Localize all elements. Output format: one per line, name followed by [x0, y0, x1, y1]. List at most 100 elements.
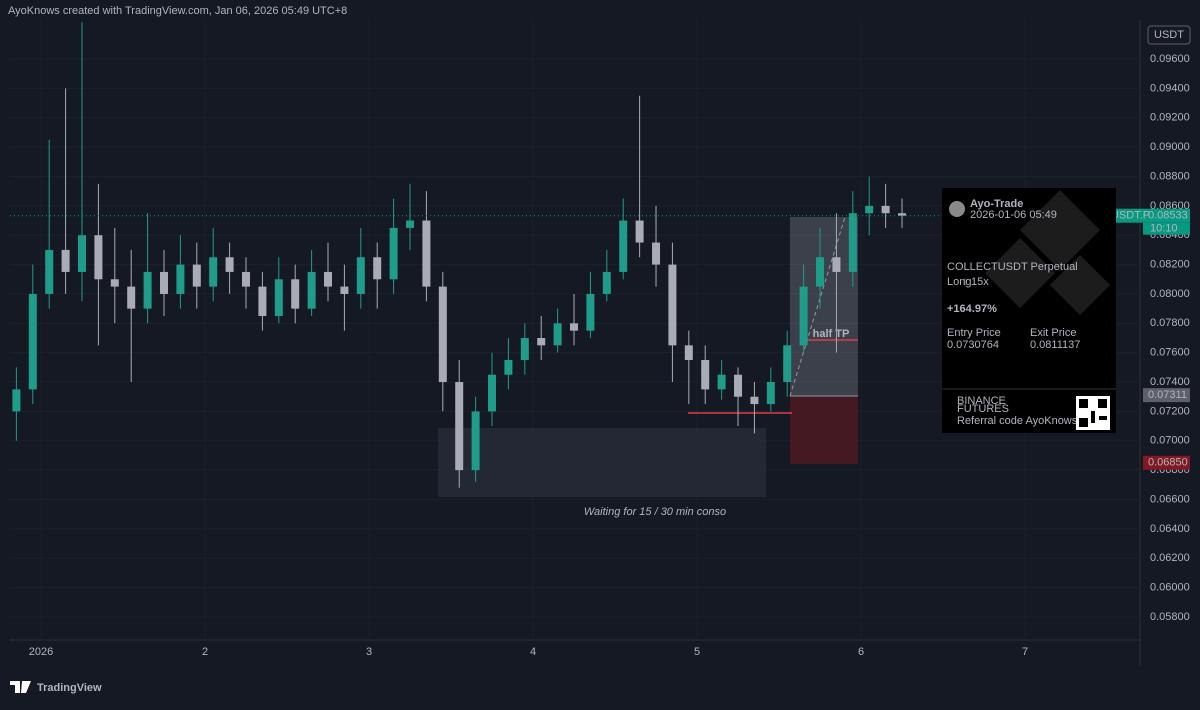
- x-tick-label: 3: [366, 646, 372, 658]
- candle-body: [438, 286, 447, 383]
- avatar: [949, 201, 965, 217]
- price-label: 0.06850: [1148, 457, 1188, 469]
- x-tick-label: 2: [202, 646, 208, 658]
- candle-body: [324, 271, 333, 287]
- card-logo-shape: [985, 238, 1055, 308]
- candle-body: [832, 257, 841, 272]
- card-brand-top: BINANCE: [957, 395, 1006, 407]
- pnl-card: Ayo-Trade 2026-01-06 05:49 COLLECTUSDT P…: [942, 188, 1116, 433]
- candle-body: [28, 293, 37, 390]
- price-label: 0.07311: [1148, 389, 1187, 401]
- candle-body: [373, 257, 382, 280]
- candle-body: [619, 220, 628, 272]
- currency-button[interactable]: [1147, 25, 1191, 45]
- card-time: 2026-01-06 05:49: [970, 209, 1057, 221]
- symbol-tag-bg: [1108, 208, 1143, 223]
- y-tick-label: 0.09600: [1150, 53, 1190, 65]
- candle-body: [570, 323, 579, 331]
- candle-body: [783, 345, 792, 383]
- candle-body: [471, 411, 480, 471]
- candle-body: [898, 213, 907, 216]
- card-symbol: COLLECTUSDT Perpetual: [947, 261, 1078, 273]
- candle-body: [160, 271, 169, 294]
- qr-finder: [1079, 399, 1088, 408]
- candle-body: [61, 249, 70, 272]
- y-tick-label: 0.06000: [1150, 581, 1190, 593]
- candle-body: [488, 374, 497, 412]
- candle-body: [586, 293, 595, 331]
- card-logo-shape: [1020, 190, 1100, 270]
- y-tick-label: 0.07400: [1150, 376, 1190, 388]
- candle-body: [258, 286, 267, 316]
- candle-body: [455, 382, 464, 471]
- y-tick-label: 0.08800: [1150, 170, 1190, 182]
- card-leverage: 15x: [971, 276, 989, 288]
- trade-path: [789, 216, 846, 397]
- candle-body: [553, 323, 562, 346]
- candle-body: [143, 271, 152, 309]
- y-tick-label: 0.09400: [1150, 82, 1190, 94]
- candle-body: [356, 257, 365, 294]
- candle-body: [668, 264, 677, 346]
- y-tick-label: 0.06600: [1150, 493, 1190, 505]
- candle-body: [176, 264, 185, 294]
- candle-body: [750, 396, 759, 405]
- candle-body: [45, 249, 54, 294]
- qr-finder: [1079, 418, 1088, 427]
- card-logo-shape: [1050, 255, 1110, 315]
- loss-zone: [790, 396, 858, 464]
- y-tick-label: 0.09000: [1150, 141, 1190, 153]
- candle-body: [94, 235, 103, 280]
- candle-body: [192, 264, 201, 287]
- annotation: half TP: [813, 328, 850, 340]
- countdown-bg: [1143, 222, 1190, 235]
- candle-body: [652, 242, 661, 265]
- price-label-bg: [1143, 208, 1190, 223]
- logo-text[interactable]: TradingView: [37, 682, 102, 694]
- logo-mark: [10, 681, 31, 693]
- candle-body: [848, 213, 857, 272]
- annotation: Waiting for 15 / 30 min conso: [584, 506, 726, 518]
- plot-area: [12, 22, 907, 488]
- y-tick-label: 0.06200: [1150, 552, 1190, 564]
- candle-body: [77, 235, 86, 272]
- y-tick-label: 0.07800: [1150, 317, 1190, 329]
- x-tick-label: 4: [530, 646, 536, 658]
- candle-body: [504, 360, 513, 375]
- y-tick-label: 0.08000: [1150, 288, 1190, 300]
- candle-body: [865, 205, 874, 214]
- x-tick-label: 5: [694, 646, 700, 658]
- price-label-bg: [1143, 388, 1190, 403]
- x-tick-label: 2026: [29, 646, 53, 658]
- candle-body: [816, 257, 825, 287]
- header-caption: AyoKnows created with TradingView.com, J…: [8, 5, 347, 17]
- y-tick-label: 0.06400: [1150, 523, 1190, 535]
- candle-body: [881, 205, 890, 214]
- y-tick-label: 0.07000: [1150, 435, 1190, 447]
- card-entry-label: Entry Price: [947, 327, 1001, 339]
- candle-body: [389, 227, 398, 280]
- countdown: 10:10: [1150, 223, 1178, 235]
- candle-body: [274, 279, 283, 316]
- y-tick-label: 0.09200: [1150, 112, 1190, 124]
- y-tick-label: 0.08200: [1150, 259, 1190, 271]
- y-tick-label: 0.05800: [1150, 611, 1190, 623]
- candle-body: [684, 345, 693, 361]
- card-referral: Referral code AyoKnows: [957, 415, 1078, 427]
- x-tick-label: 7: [1022, 646, 1028, 658]
- candle-body: [422, 220, 431, 287]
- card-brand: FUTURES: [957, 403, 1009, 415]
- price-label-bg: [1143, 455, 1190, 470]
- card-exit-label: Exit Price: [1030, 327, 1076, 339]
- card-user: Ayo-Trade: [970, 198, 1023, 210]
- candle-body: [291, 279, 300, 309]
- candle-body: [127, 286, 136, 309]
- currency-label[interactable]: USDT: [1154, 29, 1184, 41]
- candle-body: [307, 271, 316, 309]
- candle-body: [209, 257, 218, 287]
- candle-body: [242, 271, 251, 287]
- candle-body: [766, 382, 775, 405]
- candle-body: [12, 389, 21, 412]
- card-roi: +164.97%: [947, 303, 997, 315]
